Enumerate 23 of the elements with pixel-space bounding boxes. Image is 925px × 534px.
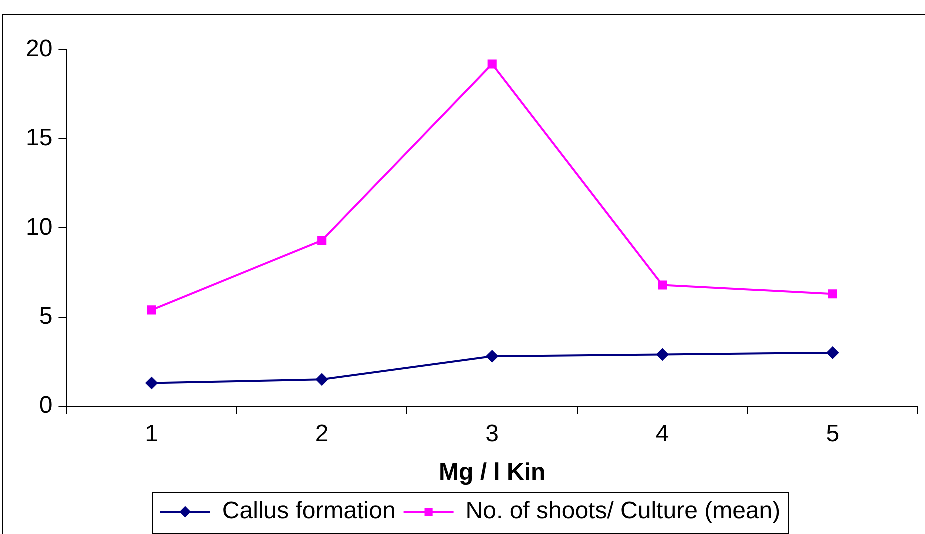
point bbox=[316, 374, 328, 386]
legend-label: Callus formation bbox=[222, 498, 396, 525]
point bbox=[488, 60, 497, 69]
point bbox=[656, 348, 669, 361]
y-tick-label: 5 bbox=[39, 302, 53, 330]
point bbox=[828, 290, 838, 299]
y-tick-label: 15 bbox=[26, 124, 53, 152]
legend-label: No. of shoots/ Culture (mean) bbox=[466, 498, 781, 525]
x-tick-label: 2 bbox=[315, 420, 329, 448]
x-tick-label: 3 bbox=[486, 420, 500, 448]
x-axis-title: Mg / l Kin bbox=[439, 459, 546, 486]
y-tick-label: 0 bbox=[39, 392, 53, 420]
point bbox=[658, 280, 668, 290]
point bbox=[147, 306, 156, 315]
y-tick-label: 20 bbox=[26, 36, 53, 63]
y-tick-label: 10 bbox=[26, 214, 53, 241]
x-tick-label: 5 bbox=[826, 420, 840, 448]
point bbox=[318, 236, 327, 246]
point bbox=[486, 350, 498, 363]
point bbox=[826, 346, 839, 359]
x-tick-label: 1 bbox=[145, 420, 159, 448]
point bbox=[146, 377, 158, 390]
x-tick-label: 4 bbox=[656, 420, 670, 448]
